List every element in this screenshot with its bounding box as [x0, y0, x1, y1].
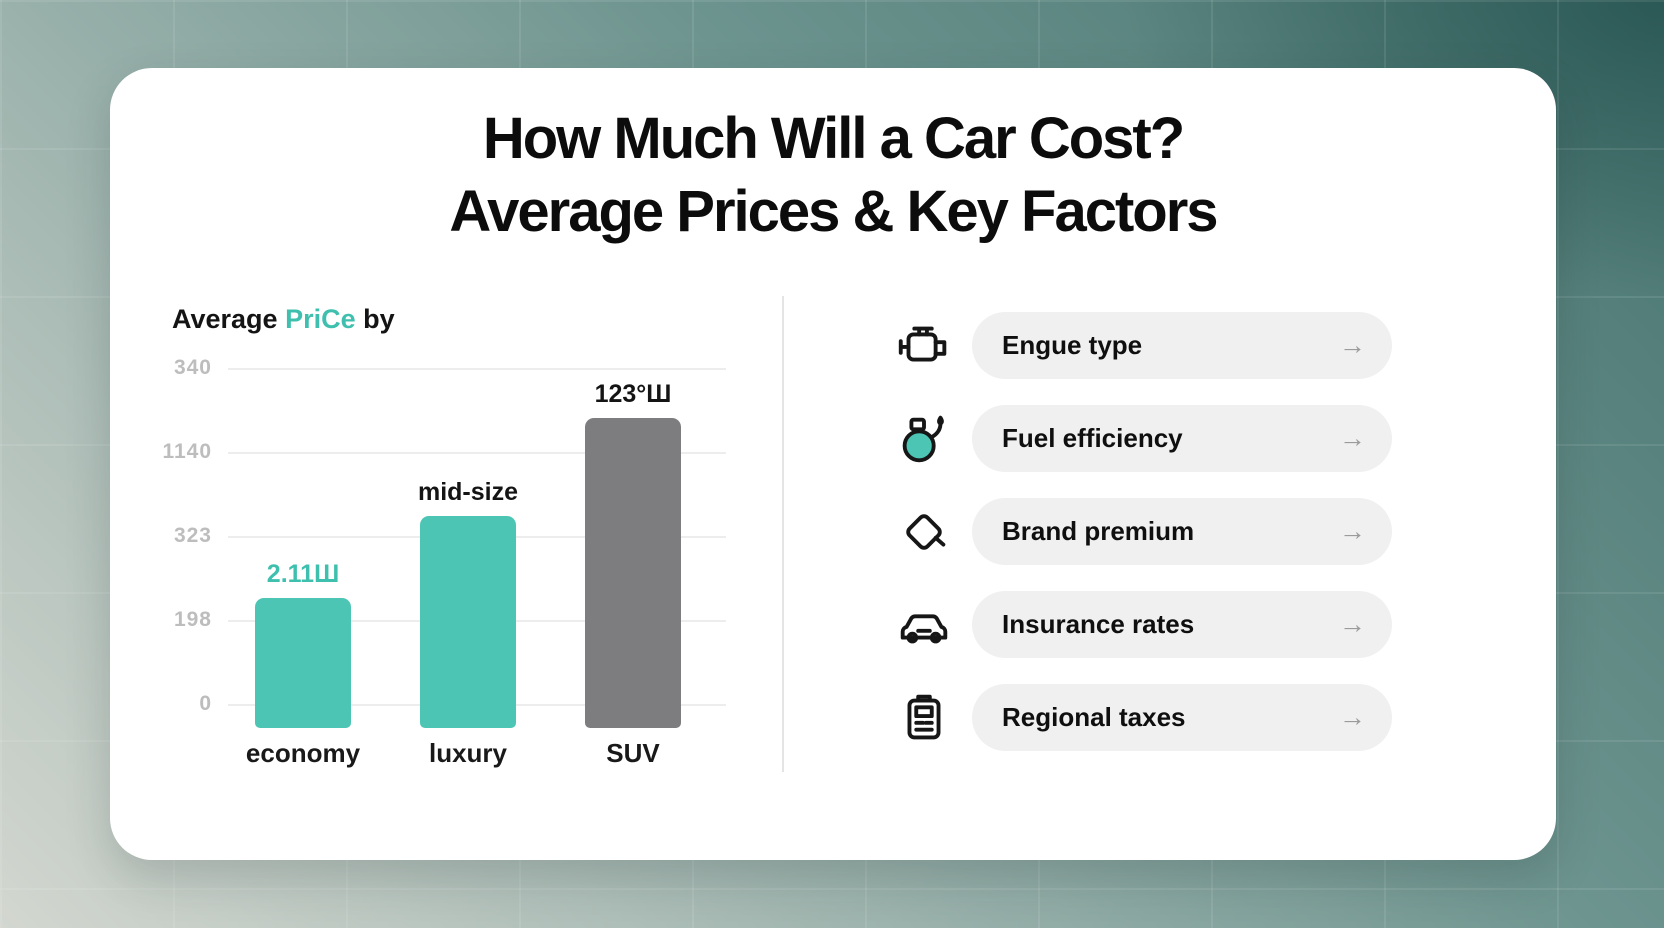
factor-row-regional-taxes: Regional taxes → — [876, 684, 1392, 751]
x-axis-label-luxury: luxury — [428, 738, 508, 768]
engine-icon — [876, 315, 972, 377]
fuel-icon — [902, 415, 944, 462]
title-line-1: How Much Will a Car Cost? — [482, 106, 1185, 171]
engine-icon — [898, 326, 947, 361]
bar-value-label-luxury: mid-size — [417, 478, 519, 506]
factor-label: Engue type — [1002, 330, 1143, 360]
car-icon — [900, 613, 948, 643]
factor-row-insurance-rates: Insurance rates → — [876, 591, 1392, 658]
factor-label: Fuel efficiency — [1002, 423, 1183, 453]
brand-premium-button[interactable]: Brand premium → — [972, 498, 1392, 565]
fuel-efficiency-button[interactable]: Fuel efficiency → — [972, 405, 1392, 472]
factor-label: Regional taxes — [1002, 702, 1186, 732]
chart-title-accent: PriCe — [285, 304, 356, 334]
bar-chart-plot-area: 340 1140 323 198 0 2.11Ш mid-size 123°Ш … — [162, 356, 726, 768]
fuel-icon — [876, 408, 972, 470]
y-axis-tick: 0 — [199, 692, 212, 715]
engine-type-button[interactable]: Engue type → — [972, 312, 1392, 379]
y-axis-tick: 1140 — [162, 440, 212, 463]
bar-column-economy: 2.11Ш — [255, 560, 351, 728]
y-axis-tick: 340 — [173, 356, 212, 379]
y-axis-tick: 323 — [173, 524, 212, 547]
chart-title-prefix: Average — [172, 304, 286, 334]
bar-luxury — [420, 516, 516, 728]
bar-suv — [585, 418, 681, 728]
infographic-card: How Much Will a Car Cost? Average Prices… — [110, 68, 1556, 860]
bar-column-luxury: mid-size — [417, 478, 519, 728]
x-axis-label-economy: economy — [245, 738, 361, 768]
factors-list: Engue type → Fuel efficiency → — [876, 312, 1392, 751]
arrow-right-icon: → — [1339, 702, 1366, 732]
arrow-right-icon: → — [1339, 609, 1366, 639]
divider — [782, 296, 784, 772]
factor-label: Insurance rates — [1002, 609, 1195, 639]
factor-label: Brand premium — [1002, 516, 1195, 546]
title-line-2: Average Prices & Key Factors — [449, 179, 1218, 245]
chart-title-suffix: by — [355, 304, 395, 334]
arrow-right-icon: → — [1339, 516, 1366, 546]
x-axis-label-suv: SUV — [606, 738, 660, 768]
chart-title: Average PriCe by — [172, 304, 395, 335]
factor-row-fuel-efficiency: Fuel efficiency → — [876, 405, 1392, 472]
price-tag-icon — [876, 501, 972, 563]
factor-row-engine-type: Engue type → — [876, 312, 1392, 379]
bar-value-label-suv: 123°Ш — [594, 380, 672, 408]
calculator-icon — [907, 694, 941, 739]
car-icon — [876, 594, 972, 656]
y-axis-tick: 198 — [173, 608, 212, 631]
price-tag-icon — [906, 513, 946, 550]
arrow-right-icon: → — [1339, 423, 1366, 453]
bar-economy — [255, 598, 351, 728]
regional-taxes-button[interactable]: Regional taxes → — [972, 684, 1392, 751]
gridline — [228, 368, 726, 370]
page-title: How Much Will a Car Cost? Average Prices… — [110, 102, 1556, 248]
factor-row-brand-premium: Brand premium → — [876, 498, 1392, 565]
arrow-right-icon: → — [1339, 330, 1366, 360]
calculator-icon — [876, 687, 972, 749]
insurance-rates-button[interactable]: Insurance rates → — [972, 591, 1392, 658]
bar-column-suv: 123°Ш — [585, 380, 681, 728]
bar-value-label-economy: 2.11Ш — [266, 560, 340, 588]
gridline — [228, 452, 726, 454]
